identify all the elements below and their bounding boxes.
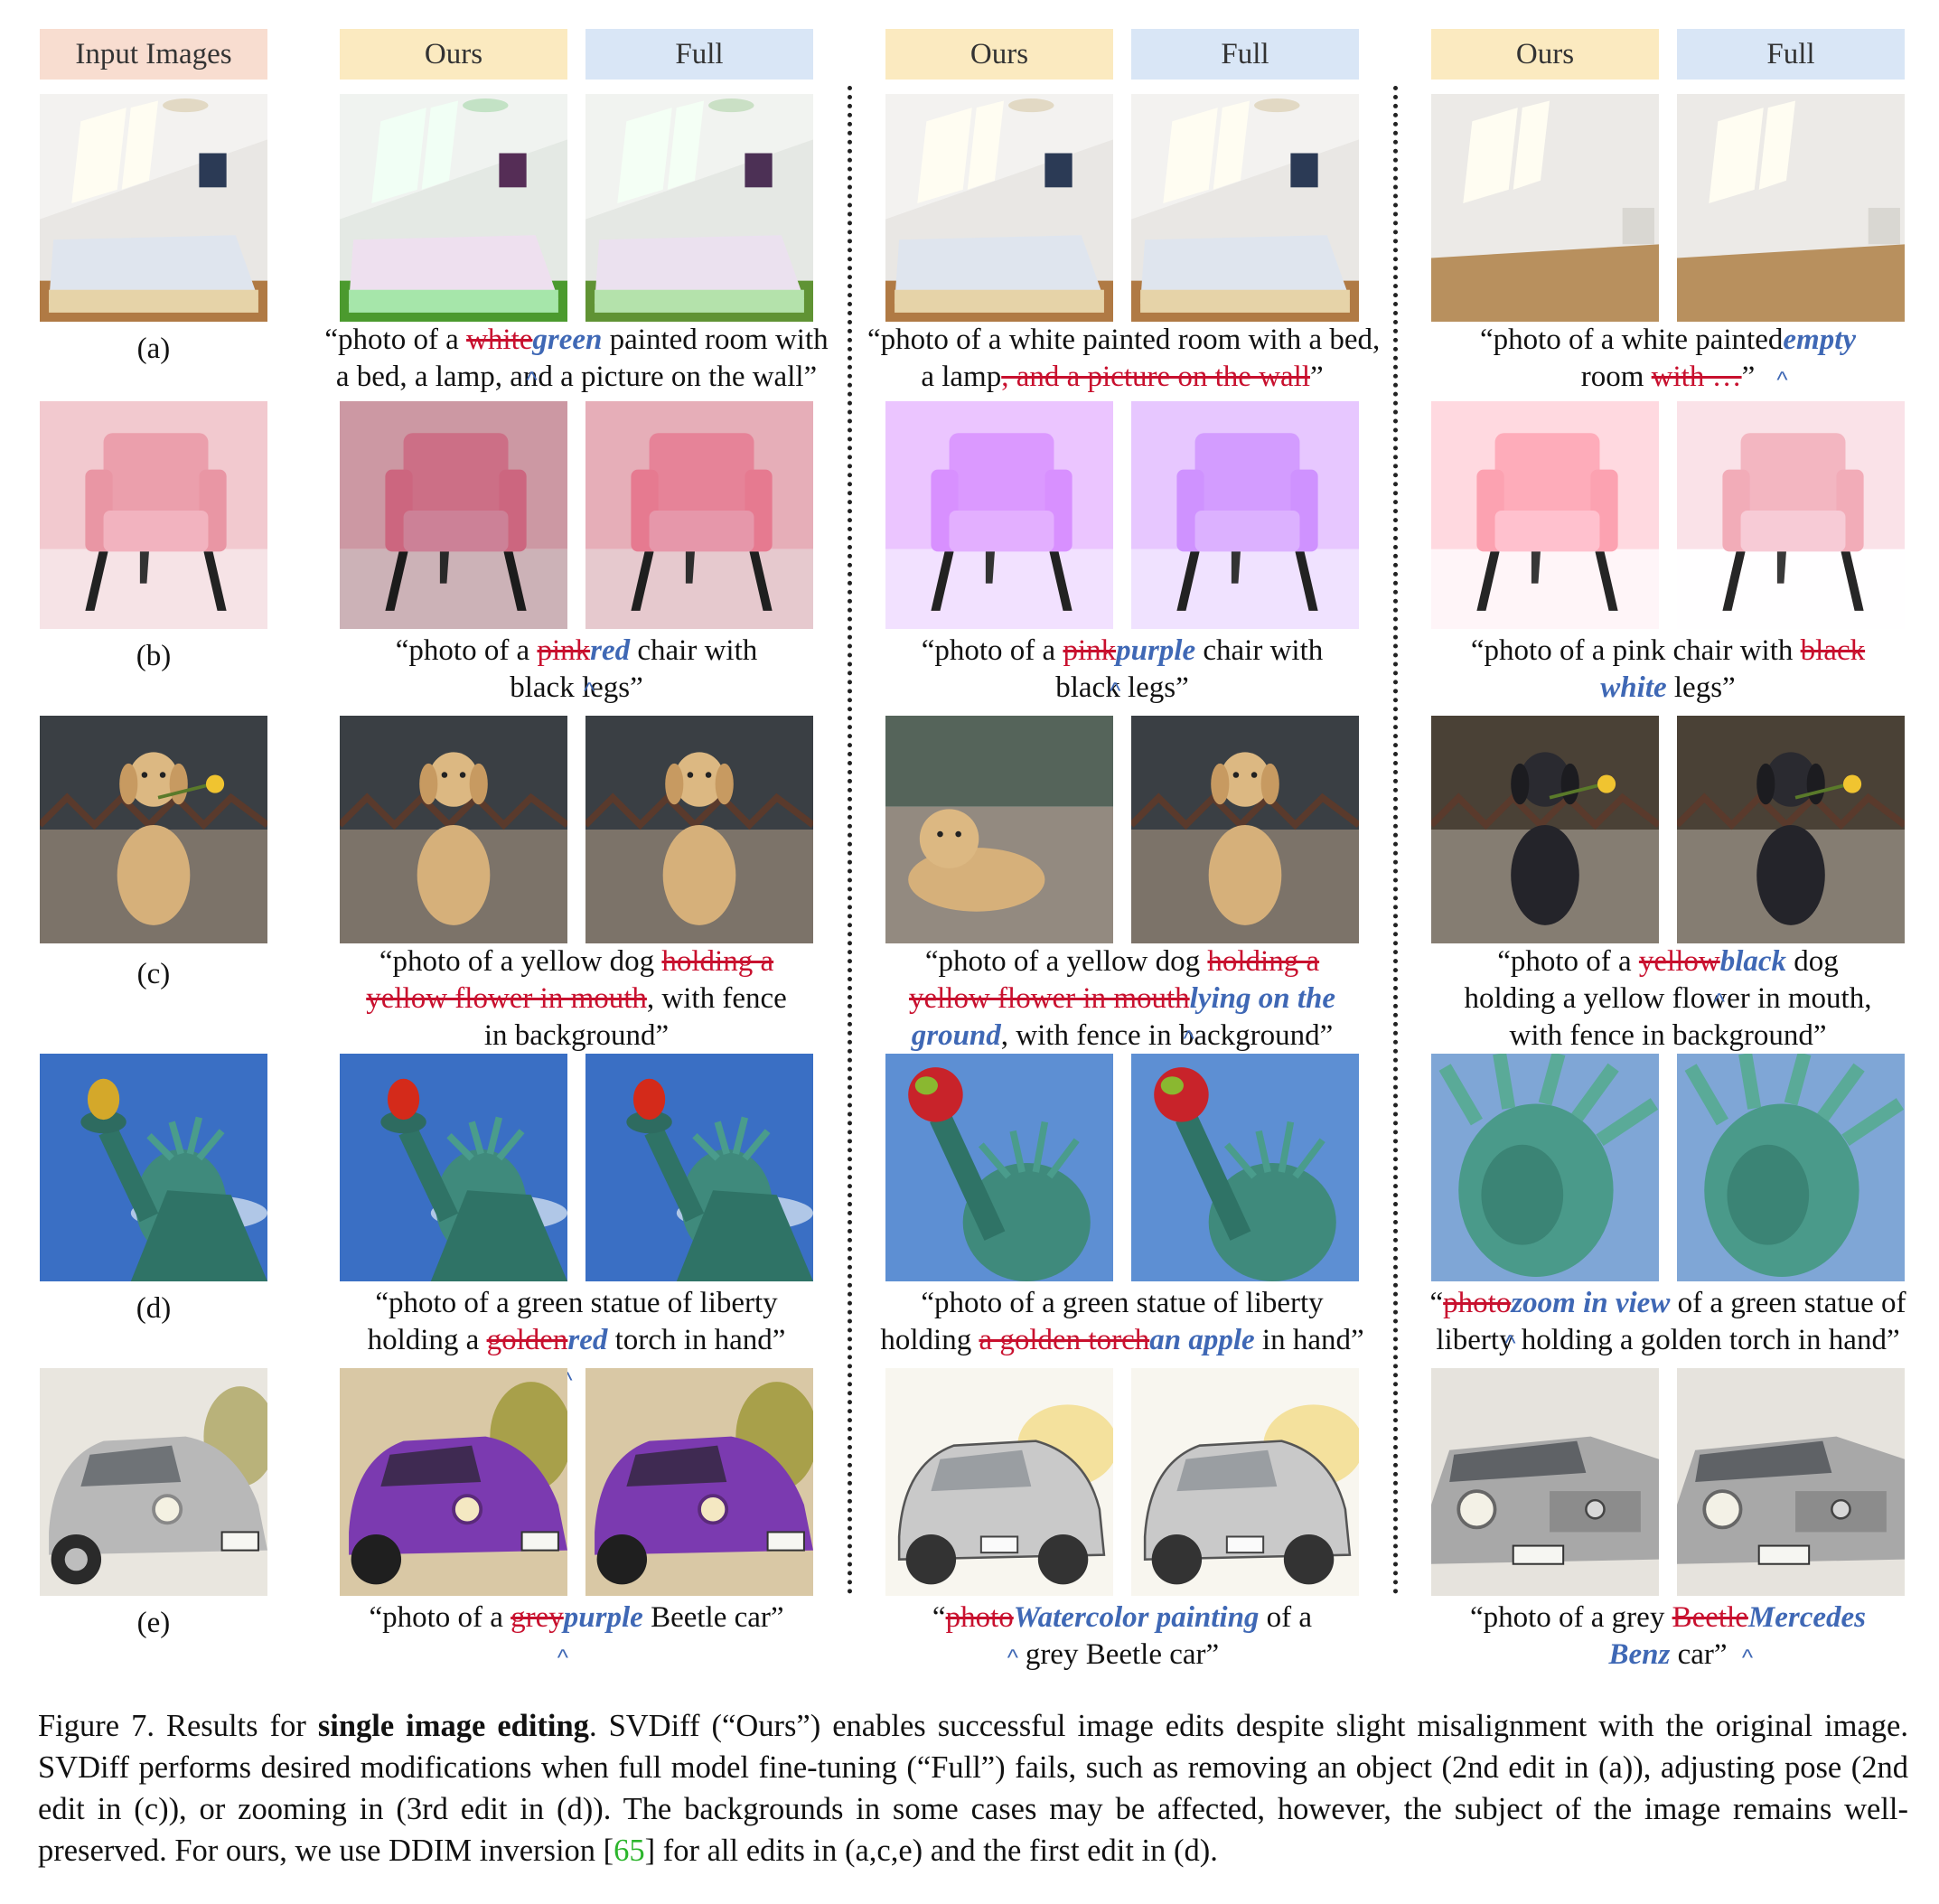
header-full-col2: Full [1131,29,1359,80]
full-image-statue-red-torch [585,1054,813,1281]
ours-image-purple-beetle [340,1368,567,1596]
full-image-empty-room [1677,94,1905,322]
full-image-red-chair [585,401,813,629]
edit-prompt-d2: “photo of a green statue of liberty hold… [880,1287,1364,1399]
edit-prompt-a3: “photo of a white paintedempty room with… [1479,324,1857,399]
header-ours-col2: Ours [885,29,1113,80]
edit-prompt-c1: “photo of a yellow dog holding a yellow … [366,945,787,1052]
ours-image-dog-no-flower [340,716,567,943]
ours-image-watercolor-beetle [885,1368,1113,1596]
ours-image-white-leg-chair [1431,401,1659,629]
header-full-col1: Full [585,29,813,80]
full-image-room-with-picture [1131,94,1359,322]
ours-image-purple-chair [885,401,1113,629]
edit-prompt-e2: “photoWatercolor painting of a grey Beet… [932,1601,1313,1676]
row-label-b: (b) [136,640,172,672]
edit-prompt-c3: “photo of a yellowblack dog holding a ye… [1464,945,1872,1052]
full-image-mercedes-benz [1677,1368,1905,1596]
edit-prompt-e3: “photo of a grey BeetleMercedes Benz car… [1469,1601,1866,1676]
input-image-pink-chair [40,401,267,629]
ours-image-mercedes-benz [1431,1368,1659,1596]
column-separator [848,86,852,1595]
header-input-images: Input Images [40,29,267,80]
ours-image-statue-zoom [1431,1054,1659,1281]
figure-caption: Figure 7. Results for single image editi… [38,1705,1908,1871]
ours-image-statue-apple [885,1054,1113,1281]
edit-prompt-b3: “photo of a pink chair with black white … [1470,634,1866,746]
ours-image-room-no-picture [885,94,1113,322]
ours-image-statue-red-torch [340,1054,567,1281]
input-image-dog [40,716,267,943]
header-ours-col3: Ours [1431,29,1659,80]
ours-image-black-dog [1431,716,1659,943]
edit-prompt-b2: “photo of a pinkpurple chair with black … [921,634,1324,709]
full-image-statue-apple [1131,1054,1359,1281]
row-label-c: (c) [136,958,171,990]
figure-caption-bold: single image editing [317,1709,589,1743]
input-image-room [40,94,267,322]
ours-image-red-chair [340,401,567,629]
input-image-beetle-car [40,1368,267,1596]
row-label-e: (e) [136,1607,171,1639]
edit-prompt-e1: “photo of a greypurple Beetle car” [369,1601,784,1676]
full-image-black-dog [1677,716,1905,943]
full-image-dog-no-flower [585,716,813,943]
edit-prompt-d1: “photo of a green statue of liberty hold… [367,1287,786,1399]
figure-caption-label: Figure 7. Results for [38,1709,318,1743]
column-separator [1393,86,1398,1595]
edit-prompt-a2: “photo of a white painted room with a be… [867,324,1381,393]
header-ours-col1: Ours [340,29,567,80]
ours-image-dog-lying [885,716,1113,943]
edit-prompt-c2: “photo of a yellow dog holding a yellow … [908,945,1336,1057]
citation-link[interactable]: 65 [614,1834,645,1868]
full-image-watercolor-beetle [1131,1368,1359,1596]
figure-caption-tail: ] for all edits in (a,c,e) and the first… [644,1834,1218,1868]
full-image-purple-chair [1131,401,1359,629]
figure-caption-body: . SVDiff (“Ours”) enables successful ima… [38,1709,1908,1868]
full-image-statue-zoom [1677,1054,1905,1281]
row-label-d: (d) [136,1292,172,1325]
edit-prompt-a1: “photo of a whitegreen painted room with… [324,324,829,399]
full-image-purple-beetle [585,1368,813,1596]
full-image-green-room [585,94,813,322]
ours-image-green-room [340,94,567,322]
ours-image-empty-room [1431,94,1659,322]
row-label-a: (a) [136,333,171,365]
edit-prompt-b1: “photo of a pinkred chair with black leg… [395,634,758,709]
full-image-dog-sitting [1131,716,1359,943]
input-image-statue-of-liberty [40,1054,267,1281]
edit-prompt-d3: “photozoom in view of a green statue of … [1429,1287,1906,1362]
header-full-col3: Full [1677,29,1905,80]
full-image-white-leg-chair [1677,401,1905,629]
